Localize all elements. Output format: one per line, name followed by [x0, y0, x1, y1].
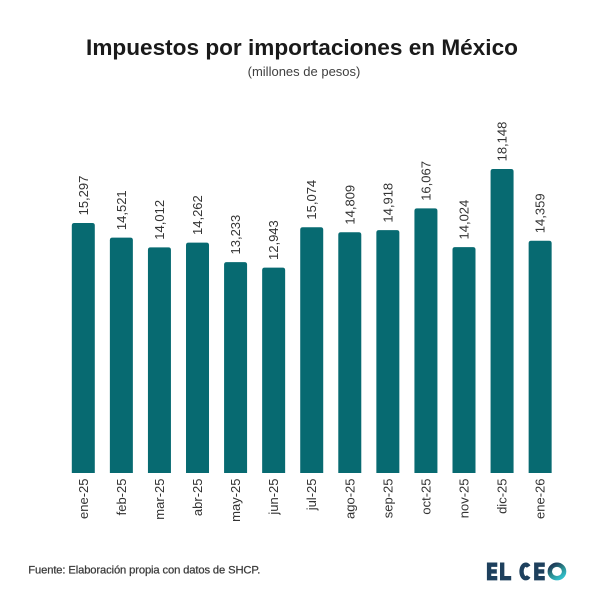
svg-text:Fuente: Elaboración propia con: Fuente: Elaboración propia con datos de …	[28, 565, 260, 577]
svg-text:(millones de pesos): (millones de pesos)	[248, 64, 361, 79]
svg-text:ago-25: ago-25	[342, 479, 357, 519]
svg-text:ene-25: ene-25	[76, 479, 91, 519]
svg-text:Impuestos por importaciones en: Impuestos por importaciones en México	[86, 35, 518, 60]
svg-text:15,074: 15,074	[304, 180, 319, 220]
svg-text:14,359: 14,359	[533, 193, 548, 233]
svg-text:15,297: 15,297	[76, 176, 91, 216]
svg-text:18,148: 18,148	[495, 122, 510, 162]
svg-text:feb-25: feb-25	[114, 479, 129, 516]
svg-text:abr-25: abr-25	[190, 479, 205, 517]
svg-text:16,067: 16,067	[418, 161, 433, 201]
svg-text:sep-25: sep-25	[380, 479, 395, 519]
svg-text:mar-25: mar-25	[152, 479, 167, 520]
svg-text:nov-25: nov-25	[457, 479, 472, 519]
svg-text:14,024: 14,024	[457, 200, 472, 240]
svg-text:14,262: 14,262	[190, 195, 205, 235]
svg-text:14,918: 14,918	[380, 183, 395, 223]
svg-text:jul-25: jul-25	[304, 479, 319, 512]
svg-text:12,943: 12,943	[266, 220, 281, 260]
svg-text:dic-25: dic-25	[495, 478, 510, 513]
svg-text:ene-26: ene-26	[533, 479, 548, 519]
svg-text:jun-25: jun-25	[266, 479, 281, 516]
svg-text:14,809: 14,809	[342, 185, 357, 225]
svg-text:14,012: 14,012	[152, 200, 167, 240]
svg-text:may-25: may-25	[228, 479, 243, 522]
svg-text:oct-25: oct-25	[418, 479, 433, 515]
svg-text:14,521: 14,521	[114, 190, 129, 230]
svg-text:13,233: 13,233	[228, 215, 243, 255]
